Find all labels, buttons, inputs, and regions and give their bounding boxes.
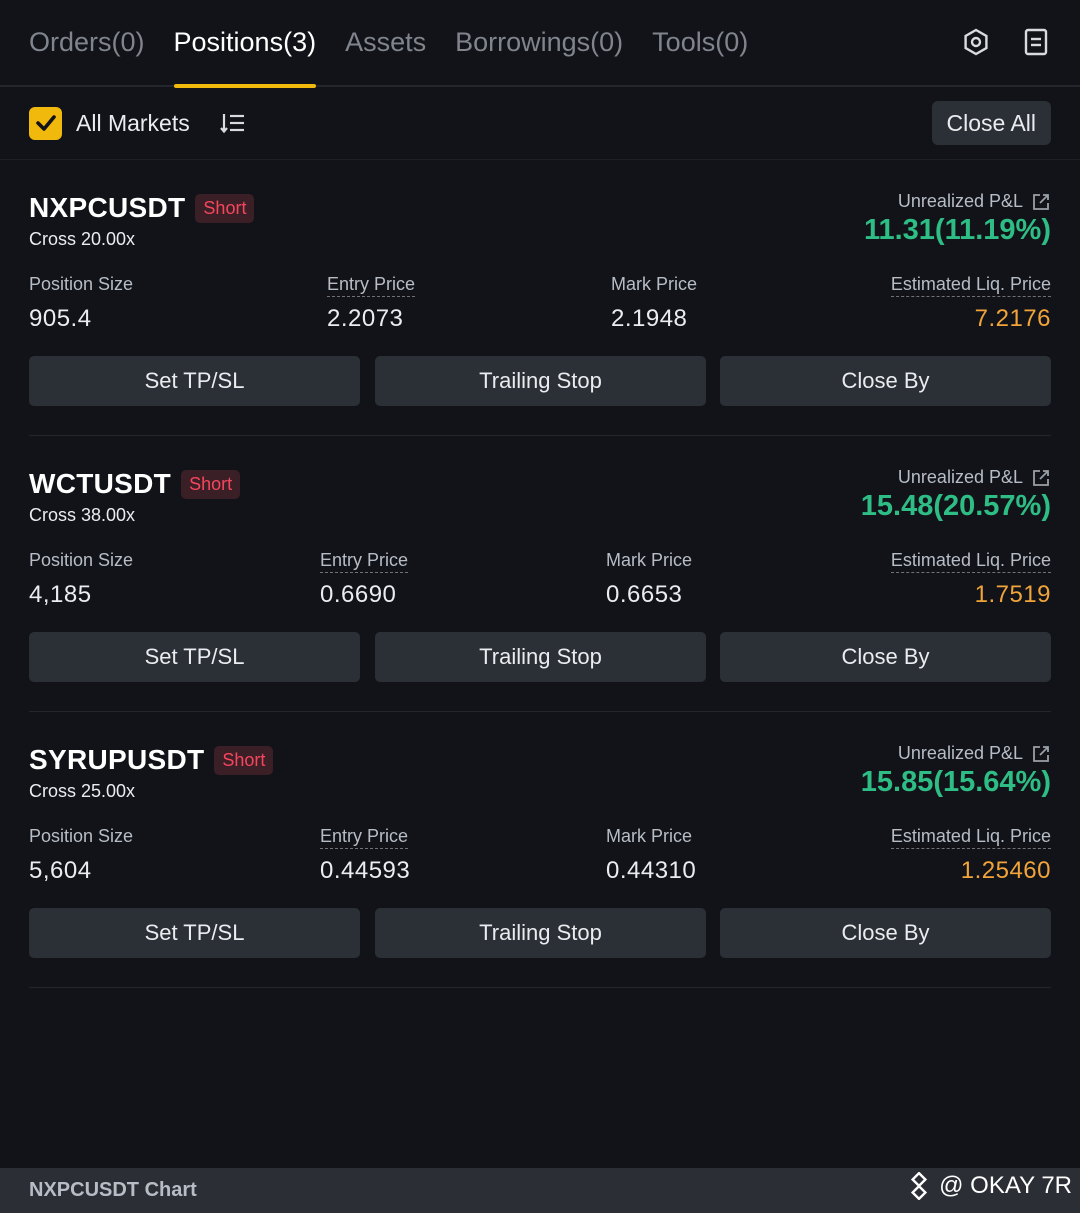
share-external-icon[interactable] xyxy=(1031,744,1051,764)
share-external-icon[interactable] xyxy=(1031,468,1051,488)
tab-bar: Orders(0) Positions(3) Assets Borrowings… xyxy=(0,0,1080,88)
entry-price-label[interactable]: Entry Price xyxy=(320,826,409,849)
positions-list: NXPCUSDT Short Cross 20.00x Unrealized P… xyxy=(0,160,1080,988)
position-size-label: Position Size xyxy=(29,550,134,570)
trailing-stop-button[interactable]: Trailing Stop xyxy=(375,356,706,406)
watermark-text: @ OKAY 7R xyxy=(939,1172,1072,1199)
set-tpsl-button[interactable]: Set TP/SL xyxy=(29,632,360,682)
side-badge: Short xyxy=(195,193,255,223)
unrealized-pnl-value: 15.85(15.64%) xyxy=(860,766,1051,798)
liq-price-value: 7.2176 xyxy=(974,305,1051,332)
trailing-stop-button[interactable]: Trailing Stop xyxy=(375,632,706,682)
watermark: @ OKAY 7R xyxy=(905,1172,1072,1200)
share-external-icon[interactable] xyxy=(1031,192,1051,212)
unrealized-pnl-label[interactable]: Unrealized P&L xyxy=(898,743,1051,764)
checkmark-icon xyxy=(35,115,56,131)
position-size-value: 5,604 xyxy=(29,857,92,884)
mark-price-label: Mark Price xyxy=(611,274,698,294)
mark-price-label: Mark Price xyxy=(606,826,693,846)
mark-price-value: 0.6653 xyxy=(606,581,683,608)
side-badge: Short xyxy=(214,745,274,775)
mark-price-field: Mark Price 0.44310 xyxy=(606,826,696,885)
trailing-stop-button[interactable]: Trailing Stop xyxy=(375,908,706,958)
set-tpsl-button[interactable]: Set TP/SL xyxy=(29,908,360,958)
position-size-label: Position Size xyxy=(29,826,134,846)
liq-price-value: 1.7519 xyxy=(974,581,1051,608)
tab-tools[interactable]: Tools(0) xyxy=(652,27,749,57)
unrealized-pnl-label[interactable]: Unrealized P&L xyxy=(898,191,1051,212)
position-card: SYRUPUSDT Short Cross 25.00x Unrealized … xyxy=(29,712,1051,988)
settings-icon[interactable] xyxy=(961,27,991,57)
close-all-button[interactable]: Close All xyxy=(931,101,1051,145)
mark-price-field: Mark Price 2.1948 xyxy=(611,274,697,333)
sort-list-icon[interactable] xyxy=(219,109,248,137)
tab-orders[interactable]: Orders(0) xyxy=(29,27,145,57)
position-symbol[interactable]: NXPCUSDT xyxy=(29,192,186,223)
liq-price-label[interactable]: Estimated Liq. Price xyxy=(890,550,1051,573)
leverage-label[interactable]: Cross 25.00x xyxy=(29,781,136,801)
mark-price-label: Mark Price xyxy=(606,550,693,570)
position-size-field: Position Size 4,185 xyxy=(29,550,133,609)
binance-logo-icon xyxy=(911,1172,928,1200)
chart-title: NXPCUSDT Chart xyxy=(29,1179,197,1201)
leverage-label[interactable]: Cross 20.00x xyxy=(29,229,136,249)
entry-price-field: Entry Price 0.44593 xyxy=(320,826,410,885)
entry-price-field: Entry Price 0.6690 xyxy=(320,550,409,609)
position-size-field: Position Size 5,604 xyxy=(29,826,133,885)
close-by-button[interactable]: Close By xyxy=(720,356,1051,406)
entry-price-value: 0.6690 xyxy=(320,581,397,608)
liq-price-label[interactable]: Estimated Liq. Price xyxy=(890,274,1051,297)
liq-price-field: Estimated Liq. Price 1.7519 xyxy=(890,550,1051,609)
leverage-label[interactable]: Cross 38.00x xyxy=(29,505,136,525)
entry-price-label[interactable]: Entry Price xyxy=(320,550,409,573)
liq-price-field: Estimated Liq. Price 1.25460 xyxy=(890,826,1051,885)
mark-price-value: 0.44310 xyxy=(606,857,697,884)
all-markets-checkbox[interactable] xyxy=(29,106,62,140)
position-size-value: 905.4 xyxy=(29,305,92,332)
close-by-button[interactable]: Close By xyxy=(720,908,1051,958)
liq-price-label[interactable]: Estimated Liq. Price xyxy=(890,826,1051,849)
position-card: NXPCUSDT Short Cross 20.00x Unrealized P… xyxy=(29,160,1051,436)
position-symbol[interactable]: SYRUPUSDT xyxy=(29,744,205,775)
position-size-label: Position Size xyxy=(29,274,134,294)
unrealized-pnl-text: Unrealized P&L xyxy=(897,743,1023,763)
liq-price-value: 1.25460 xyxy=(960,857,1051,884)
close-by-button[interactable]: Close By xyxy=(720,632,1051,682)
entry-price-value: 2.2073 xyxy=(327,305,404,332)
tab-borrowings[interactable]: Borrowings(0) xyxy=(455,27,624,57)
set-tpsl-button[interactable]: Set TP/SL xyxy=(29,356,360,406)
all-markets-label: All Markets xyxy=(76,109,190,136)
chart-bar[interactable]: NXPCUSDT Chart xyxy=(0,1168,1080,1213)
unrealized-pnl-label[interactable]: Unrealized P&L xyxy=(898,467,1051,488)
entry-price-field: Entry Price 2.2073 xyxy=(327,274,416,333)
mark-price-value: 2.1948 xyxy=(611,305,688,332)
position-size-value: 4,185 xyxy=(29,581,92,608)
position-card: WCTUSDT Short Cross 38.00x Unrealized P&… xyxy=(29,436,1051,712)
filter-bar: All Markets Close All xyxy=(0,87,1080,160)
unrealized-pnl-value: 15.48(20.57%) xyxy=(860,490,1051,522)
tab-assets[interactable]: Assets xyxy=(345,27,427,57)
unrealized-pnl-text: Unrealized P&L xyxy=(897,467,1023,487)
entry-price-label[interactable]: Entry Price xyxy=(327,274,416,297)
unrealized-pnl-value: 11.31(11.19%) xyxy=(863,214,1051,246)
side-badge: Short xyxy=(181,469,241,499)
position-symbol[interactable]: WCTUSDT xyxy=(29,468,172,499)
liq-price-field: Estimated Liq. Price 7.2176 xyxy=(890,274,1051,333)
unrealized-pnl-text: Unrealized P&L xyxy=(897,191,1023,211)
document-icon[interactable] xyxy=(1021,27,1051,57)
tab-positions[interactable]: Positions(3) xyxy=(173,0,316,88)
mark-price-field: Mark Price 0.6653 xyxy=(606,550,692,609)
entry-price-value: 0.44593 xyxy=(320,857,411,884)
position-size-field: Position Size 905.4 xyxy=(29,274,133,333)
